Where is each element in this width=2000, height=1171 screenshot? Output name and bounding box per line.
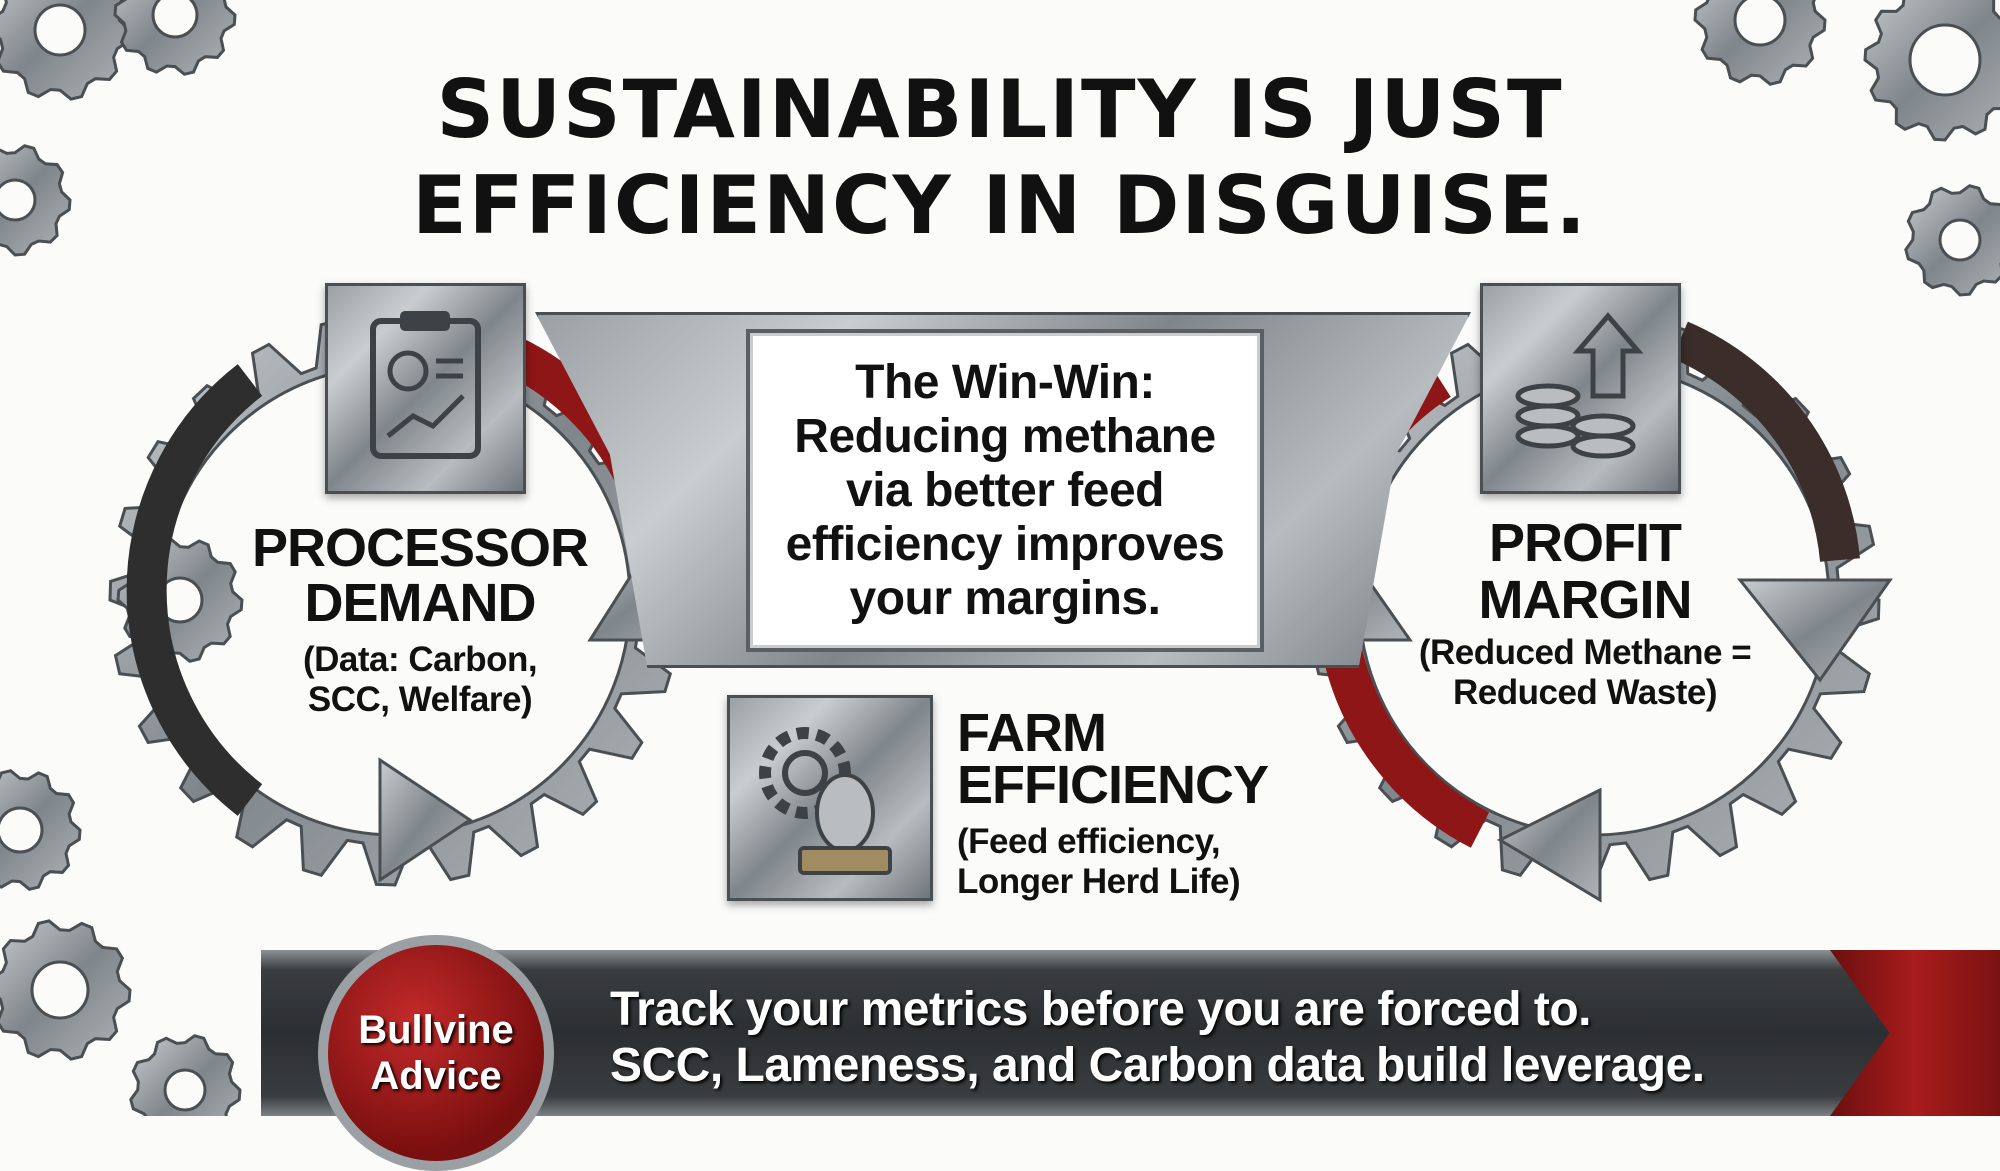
arrow-left-icon <box>1496 787 1602 903</box>
processor-sub-2: SCC, Welfare) <box>307 680 533 719</box>
banner-red-arrow <box>1830 950 2000 1116</box>
advice-text: Track your metrics before you are forced… <box>610 982 1705 1094</box>
win-win-line: via better feed <box>846 463 1164 517</box>
win-win-line: efficiency improves <box>785 517 1225 571</box>
advice-line-2: SCC, Lameness, and Carbon data build lev… <box>610 1039 1705 1092</box>
bullvine-advice-badge: Bullvine Advice <box>318 935 554 1171</box>
win-win-panel: The Win-Win: Reducing methane via better… <box>746 329 1264 652</box>
profit-sub-2: Reduced Waste) <box>1453 673 1717 712</box>
coins-arrow-up-icon <box>1480 283 1681 494</box>
profit-sub-1: (Reduced Methane = <box>1418 633 1752 672</box>
gear-hole <box>1938 218 1982 262</box>
clipboard-chart-icon <box>325 283 526 494</box>
profit-heading-2: MARGIN <box>1478 570 1693 630</box>
gear-hole <box>0 178 37 222</box>
arrow-right-icon <box>378 757 473 883</box>
gear-hole <box>0 806 44 854</box>
processor-heading-2: DEMAND <box>304 573 537 633</box>
title-line-1: SUSTAINABILITY IS JUST <box>436 63 1564 156</box>
gear-hole <box>151 0 199 39</box>
win-win-line: The Win-Win: <box>855 355 1155 409</box>
title-line-2: EFFICIENCY IN DISGUISE. <box>412 159 1588 252</box>
processor-sub-1: (Data: Carbon, <box>302 640 538 679</box>
badge-line-1: Bullvine <box>358 1008 514 1052</box>
processor-heading-1: PROCESSOR <box>251 518 589 578</box>
advice-line-1: Track your metrics before you are forced… <box>610 983 1592 1036</box>
farm-sub-2: Longer Herd Life) <box>957 862 1241 901</box>
decorative-gears <box>0 0 2000 1116</box>
gear-hole <box>1908 23 1982 97</box>
farm-heading-1: FARM <box>957 703 1107 763</box>
badge-line-2: Advice <box>370 1054 502 1098</box>
win-win-line: your margins. <box>849 571 1161 625</box>
gear-hole <box>1733 0 1787 47</box>
arrow-down-icon <box>1736 578 1893 683</box>
gear-hole <box>163 1068 207 1112</box>
farm-sub-1: (Feed efficiency, <box>957 822 1221 861</box>
gear-cow-feed-icon <box>727 695 933 901</box>
win-win-line: Reducing methane <box>794 409 1216 463</box>
profit-heading-1: PROFIT <box>1489 513 1682 573</box>
gear-hole <box>30 960 90 1020</box>
farm-heading-2: EFFICIENCY <box>957 755 1269 815</box>
gear-hole <box>33 3 87 57</box>
